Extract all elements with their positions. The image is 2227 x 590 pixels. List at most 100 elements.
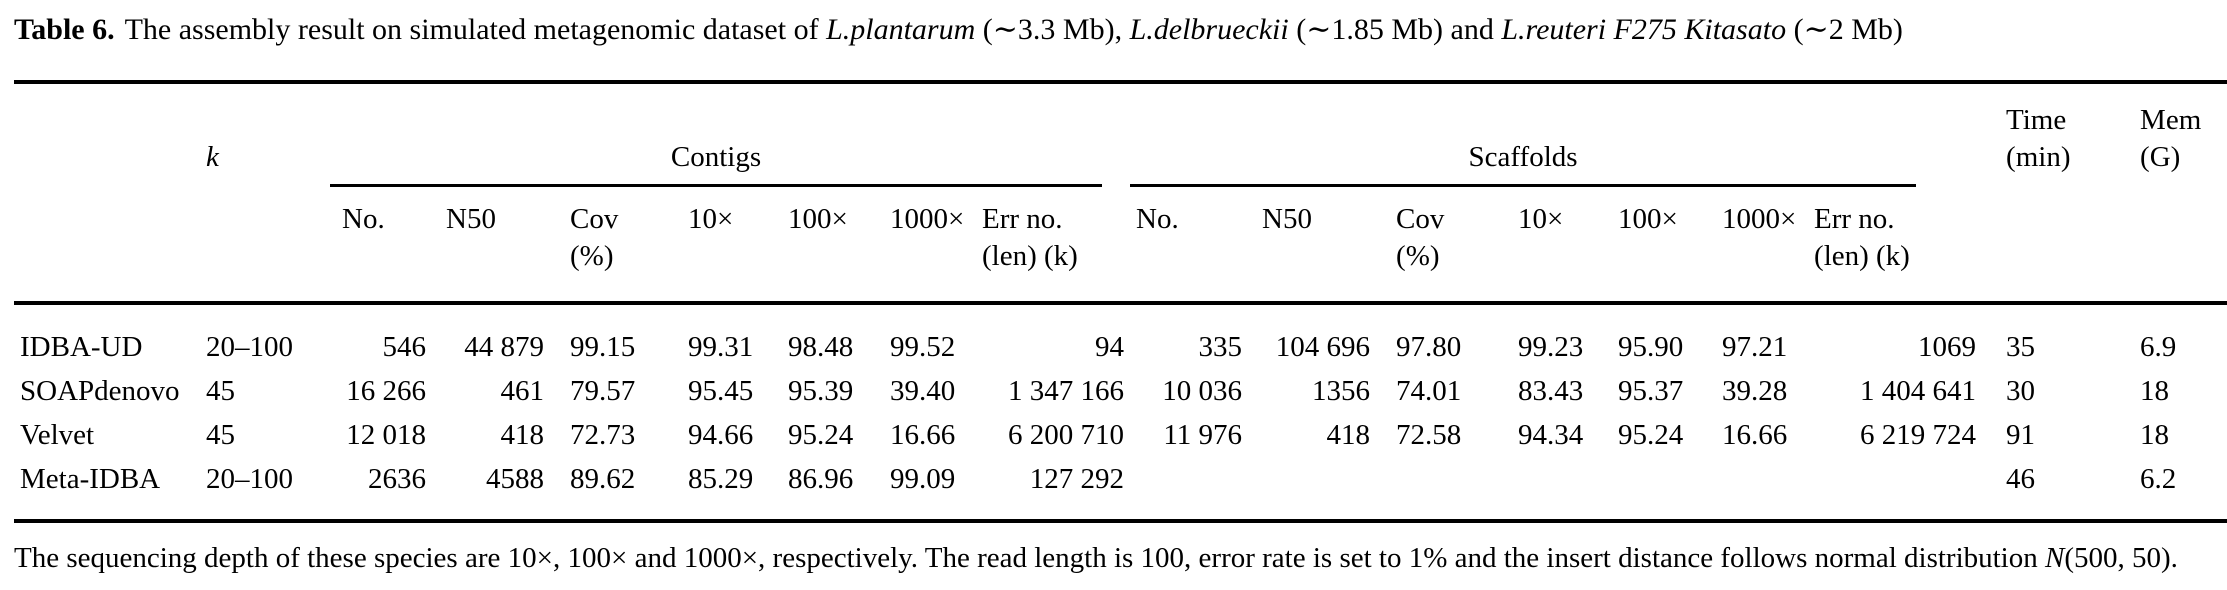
cell-scaffolds-no: 10 036 — [1162, 375, 1243, 407]
cell-scaffolds-no: 11 976 — [1163, 419, 1243, 451]
cell-scaffolds-10x: 99.23 — [1518, 331, 1584, 363]
assembly-results-table: k Contigs Scaffolds Time (min) Mem (G) N… — [14, 80, 2227, 523]
col-header-contigs-cov: Cov (%) — [544, 187, 662, 305]
col-header-mem: Mem (G) — [2140, 104, 2202, 173]
col-header-scaffolds-100x: 100× — [1592, 187, 1697, 305]
cell-contigs-no: 12 018 — [346, 419, 426, 451]
cell-k: 45 — [206, 419, 235, 451]
cell-contigs-err: 94 — [1095, 331, 1125, 363]
cell-time: 35 — [2006, 331, 2036, 363]
cell-scaffolds-n50: 104 696 — [1275, 331, 1371, 363]
table-row-meta-idba: Meta-IDBA 20–100 2636 4588 89.62 85.29 8… — [14, 457, 2227, 523]
cell-scaffolds-cov: 72.58 — [1396, 419, 1462, 451]
cell-scaffolds-cov — [1370, 457, 1493, 523]
cell-contigs-err: 127 292 — [982, 457, 1125, 523]
cell-scaffolds-100x: 95.24 — [1618, 419, 1684, 451]
cell-contigs-cov: 99.15 — [570, 331, 636, 363]
col-header-contigs-100x: 100× — [762, 187, 864, 305]
cell-contigs-no: 16 266 — [346, 375, 426, 407]
table-footnote: The sequencing depth of these species ar… — [14, 539, 2213, 577]
subheader-name-empty — [14, 187, 200, 305]
subheader-mem-empty — [2128, 187, 2227, 305]
subheader-row: No. N50 Cov (%) 10× 100× — [14, 187, 2227, 305]
cell-scaffolds-1000x: 39.28 — [1722, 375, 1788, 407]
cell-contigs-100x: 98.48 — [788, 331, 854, 363]
subheader-line1: Cov — [570, 203, 619, 235]
cell-contigs-1000x: 16.66 — [890, 419, 956, 451]
cell-contigs-cov: 79.57 — [570, 375, 636, 407]
cell-mem: 6.2 — [2128, 457, 2227, 523]
cell-contigs-1000x: 99.09 — [864, 457, 982, 523]
subheader-line1: Err no. — [982, 203, 1063, 235]
cell-time: 46 — [1976, 457, 2129, 523]
cell-scaffolds-err: 1 404 641 — [1860, 375, 1977, 407]
row-label: IDBA-UD — [20, 331, 143, 363]
cell-k: 20–100 — [200, 457, 330, 523]
col-header-scaffolds-10x: 10× — [1492, 187, 1593, 305]
cell-contigs-no: 2636 — [330, 457, 426, 523]
cell-scaffolds-100x: 95.90 — [1618, 331, 1684, 363]
col-header-contigs-1000x: 1000× — [864, 187, 982, 305]
cell-contigs-no: 546 — [382, 331, 427, 363]
group-header-contigs: Contigs — [330, 82, 1124, 187]
cell-scaffolds-100x: 95.37 — [1618, 375, 1684, 407]
cell-mem: 18 — [2140, 419, 2170, 451]
cell-scaffolds-10x: 94.34 — [1518, 419, 1584, 451]
group-header-scaffolds-label: Scaffolds — [1130, 139, 1917, 187]
cell-scaffolds-10x — [1492, 457, 1593, 523]
caption-seg-4: (∼1.85 Mb) and — [1288, 13, 1502, 46]
col-header-scaffolds-err: Err no. (len) (k) — [1814, 187, 1977, 305]
col-header-scaffolds-1000x: 1000× — [1696, 187, 1815, 305]
col-header-contigs-no: No. — [330, 187, 426, 305]
cell-scaffolds-err: 1069 — [1918, 331, 1977, 363]
subheader-line1: No. — [1136, 203, 1179, 235]
cell-scaffolds-n50: 1356 — [1312, 375, 1371, 407]
subheader-line2: (%) — [1396, 240, 1440, 272]
table-row-soapdenovo: SOAPdenovo 45 16 266 461 79.57 95.45 95.… — [14, 369, 2227, 413]
subheader-time-empty — [1976, 187, 2129, 305]
subheader-line1: 100× — [1618, 203, 1678, 235]
subheader-line1: N50 — [1262, 203, 1312, 235]
col-header-contigs-n50: N50 — [426, 187, 544, 305]
group-header-row: k Contigs Scaffolds Time (min) Mem (G) — [14, 82, 2227, 187]
cell-scaffolds-10x: 83.43 — [1518, 375, 1584, 407]
col-header-scaffolds-cov: Cov (%) — [1370, 187, 1493, 305]
cell-contigs-100x: 86.96 — [762, 457, 864, 523]
cell-contigs-1000x: 99.52 — [890, 331, 956, 363]
subheader-line1: No. — [342, 203, 385, 235]
cell-scaffolds-1000x: 16.66 — [1722, 419, 1788, 451]
cell-scaffolds-n50 — [1242, 457, 1371, 523]
subheader-line1: 1000× — [890, 203, 965, 235]
subheader-line1: 10× — [1518, 203, 1564, 235]
cell-time: 91 — [2006, 419, 2036, 451]
col-header-contigs-err: Err no. (len) (k) — [982, 187, 1125, 305]
caption-seg-0: The assembly result on simulated metagen… — [124, 13, 827, 46]
cell-contigs-err: 1 347 166 — [1008, 375, 1125, 407]
cell-contigs-cov: 89.62 — [544, 457, 662, 523]
cell-contigs-n50: 461 — [500, 375, 545, 407]
subheader-line2: (%) — [570, 240, 614, 272]
col-header-name — [14, 82, 200, 187]
cell-k: 20–100 — [206, 331, 293, 363]
subheader-line1: Err no. — [1814, 203, 1895, 235]
cell-mem: 18 — [2140, 375, 2170, 407]
subheader-line1: 10× — [688, 203, 734, 235]
row-label: Velvet — [20, 419, 95, 451]
caption-seg-1: L.plantarum — [826, 13, 976, 46]
cell-contigs-10x: 94.66 — [688, 419, 754, 451]
cell-k: 45 — [206, 375, 235, 407]
caption-seg-2: (∼3.3 Mb), — [975, 13, 1130, 46]
col-header-time: Time (min) — [2006, 104, 2071, 173]
cell-contigs-100x: 95.24 — [788, 419, 854, 451]
col-header-scaffolds-n50: N50 — [1242, 187, 1371, 305]
group-header-scaffolds: Scaffolds — [1124, 82, 1976, 187]
cell-scaffolds-1000x — [1696, 457, 1815, 523]
col-header-k: k — [206, 141, 219, 173]
row-label: SOAPdenovo — [20, 375, 180, 407]
cell-time: 30 — [2006, 375, 2036, 407]
cell-scaffolds-err: 6 219 724 — [1860, 419, 1977, 451]
cell-contigs-10x: 85.29 — [662, 457, 762, 523]
col-header-scaffolds-no: No. — [1124, 187, 1243, 305]
cell-scaffolds-no — [1124, 457, 1243, 523]
cell-mem: 6.9 — [2140, 331, 2177, 363]
